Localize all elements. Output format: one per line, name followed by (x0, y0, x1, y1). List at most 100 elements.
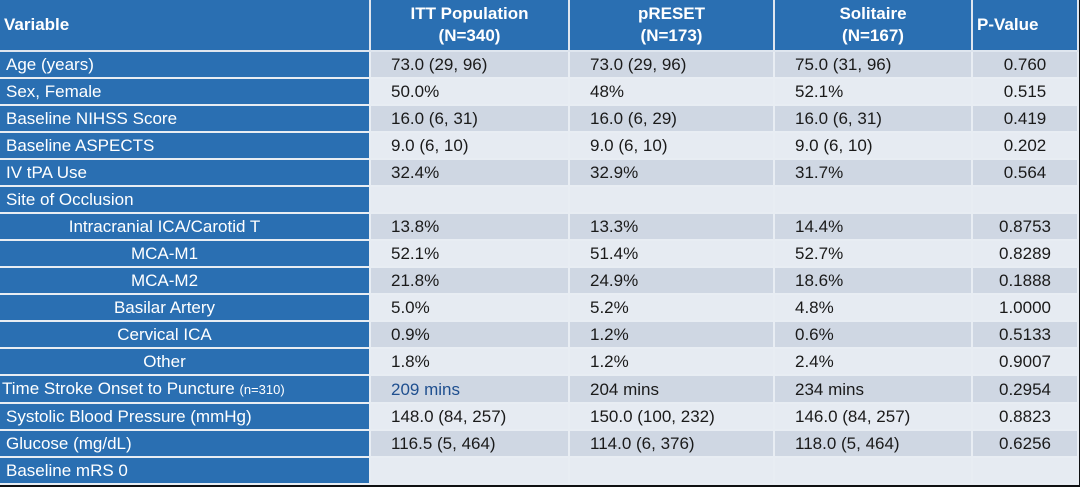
cell-preset: 5.2% (569, 294, 775, 322)
cell-itt: 16.0 (6, 31) (370, 105, 570, 133)
cell-p-value: 0.419 (972, 105, 1079, 133)
cell-solitaire: 52.7% (774, 240, 973, 268)
cell-preset: 51.4% (569, 240, 775, 268)
cell-preset: 32.9% (569, 159, 775, 187)
table-row: Baseline mRS 0 (0, 457, 1079, 485)
cell-preset: 114.0 (6, 376) (569, 430, 775, 458)
cell-solitaire: 9.0 (6, 10) (774, 132, 973, 160)
row-label: Intracranial ICA/Carotid T (0, 213, 371, 241)
header-row: Variable ITT Population (N=340) pRESET (… (0, 0, 1079, 52)
cell-itt: 5.0% (370, 294, 570, 322)
table-row: Sex, Female 50.0% 48% 52.1% 0.515 (0, 78, 1079, 106)
table-row: Intracranial ICA/Carotid T 13.8% 13.3% 1… (0, 213, 1079, 241)
cell-p-value: 0.8753 (972, 213, 1079, 241)
cell-p-value: 1.0000 (972, 294, 1079, 322)
cell-itt: 13.8% (370, 213, 570, 241)
table-row: Baseline ASPECTS 9.0 (6, 10) 9.0 (6, 10)… (0, 132, 1079, 160)
table-row: MCA-M1 52.1% 51.4% 52.7% 0.8289 (0, 240, 1079, 268)
header-solitaire-n: (N=167) (842, 26, 904, 45)
cell-p-value: 0.515 (972, 78, 1079, 106)
header-itt-n: (N=340) (438, 26, 501, 45)
row-label: Cervical ICA (0, 321, 371, 349)
cell-itt: 32.4% (370, 159, 570, 187)
row-label: MCA-M1 (0, 240, 371, 268)
table-row: Cervical ICA 0.9% 1.2% 0.6% 0.5133 (0, 321, 1079, 349)
table-row: Site of Occlusion (0, 186, 1079, 214)
table-row: Basilar Artery 5.0% 5.2% 4.8% 1.0000 (0, 294, 1079, 322)
cell-preset: 150.0 (100, 232) (569, 403, 775, 431)
cell-itt: 73.0 (29, 96) (370, 51, 570, 79)
cell-itt: 9.0 (6, 10) (370, 132, 570, 160)
cell-solitaire: 31.7% (774, 159, 973, 187)
cell-p-value: 0.9007 (972, 348, 1079, 376)
row-label: Time Stroke Onset to Puncture (n=310) (0, 375, 371, 404)
cell-itt (370, 457, 570, 485)
table-row: Systolic Blood Pressure (mmHg) 148.0 (84… (0, 403, 1079, 431)
row-label: Site of Occlusion (0, 186, 371, 214)
row-label: Baseline NIHSS Score (0, 105, 371, 133)
cell-itt: 50.0% (370, 78, 570, 106)
cell-preset (569, 186, 775, 214)
cell-solitaire: 2.4% (774, 348, 973, 376)
row-label: Age (years) (0, 51, 371, 79)
row-label: Basilar Artery (0, 294, 371, 322)
cell-solitaire: 0.6% (774, 321, 973, 349)
cell-preset: 13.3% (569, 213, 775, 241)
cell-solitaire: 16.0 (6, 31) (774, 105, 973, 133)
cell-p-value: 0.8289 (972, 240, 1079, 268)
row-label: MCA-M2 (0, 267, 371, 295)
cell-preset: 1.2% (569, 348, 775, 376)
cell-preset: 9.0 (6, 10) (569, 132, 775, 160)
header-itt-population: ITT Population (N=340) (370, 0, 570, 52)
cell-preset: 73.0 (29, 96) (569, 51, 775, 79)
cell-p-value: 0.6256 (972, 430, 1079, 458)
row-label: Baseline mRS 0 (0, 457, 371, 485)
cell-preset: 48% (569, 78, 775, 106)
row-label: Sex, Female (0, 78, 371, 106)
cell-p-value: 0.8823 (972, 403, 1079, 431)
table-row: Other 1.8% 1.2% 2.4% 0.9007 (0, 348, 1079, 376)
row-label: IV tPA Use (0, 159, 371, 187)
cell-solitaire (774, 186, 973, 214)
table-row: Glucose (mg/dL) 116.5 (5, 464) 114.0 (6,… (0, 430, 1079, 458)
cell-solitaire: 4.8% (774, 294, 973, 322)
cell-solitaire: 146.0 (84, 257) (774, 403, 973, 431)
row-label-text: Time Stroke Onset to Puncture (2, 379, 235, 398)
cell-solitaire: 52.1% (774, 78, 973, 106)
header-variable: Variable (0, 0, 371, 52)
cell-itt: 0.9% (370, 321, 570, 349)
table-row: MCA-M2 21.8% 24.9% 18.6% 0.1888 (0, 267, 1079, 295)
cell-p-value: 0.5133 (972, 321, 1079, 349)
cell-solitaire: 18.6% (774, 267, 973, 295)
header-preset-title: pRESET (637, 4, 706, 23)
header-itt-title: ITT Population (410, 4, 529, 23)
cell-itt (370, 186, 570, 214)
cell-solitaire: 75.0 (31, 96) (774, 51, 973, 79)
cell-p-value: 0.760 (972, 51, 1079, 79)
table-row: IV tPA Use 32.4% 32.9% 31.7% 0.564 (0, 159, 1079, 187)
cell-solitaire: 14.4% (774, 213, 973, 241)
table-header: Variable ITT Population (N=340) pRESET (… (0, 0, 1079, 52)
row-label: Glucose (mg/dL) (0, 430, 371, 458)
cell-itt: 116.5 (5, 464) (370, 430, 570, 458)
cell-itt: 209 mins (370, 375, 570, 404)
cell-preset: 1.2% (569, 321, 775, 349)
row-label: Baseline ASPECTS (0, 132, 371, 160)
cell-preset: 24.9% (569, 267, 775, 295)
cell-solitaire: 234 mins (774, 375, 973, 404)
table-row: Age (years) 73.0 (29, 96) 73.0 (29, 96) … (0, 51, 1079, 79)
table-row: Baseline NIHSS Score 16.0 (6, 31) 16.0 (… (0, 105, 1079, 133)
cell-p-value (972, 186, 1079, 214)
header-preset-n: (N=173) (640, 26, 703, 45)
header-solitaire-title: Solitaire (839, 4, 907, 23)
cell-itt: 52.1% (370, 240, 570, 268)
row-label: Other (0, 348, 371, 376)
row-label-note: (n=310) (239, 382, 285, 397)
header-p-value: P-Value (972, 0, 1079, 52)
cell-p-value: 0.2954 (972, 375, 1079, 404)
cell-solitaire: 118.0 (5, 464) (774, 430, 973, 458)
header-preset: pRESET (N=173) (569, 0, 775, 52)
cell-solitaire (774, 457, 973, 485)
